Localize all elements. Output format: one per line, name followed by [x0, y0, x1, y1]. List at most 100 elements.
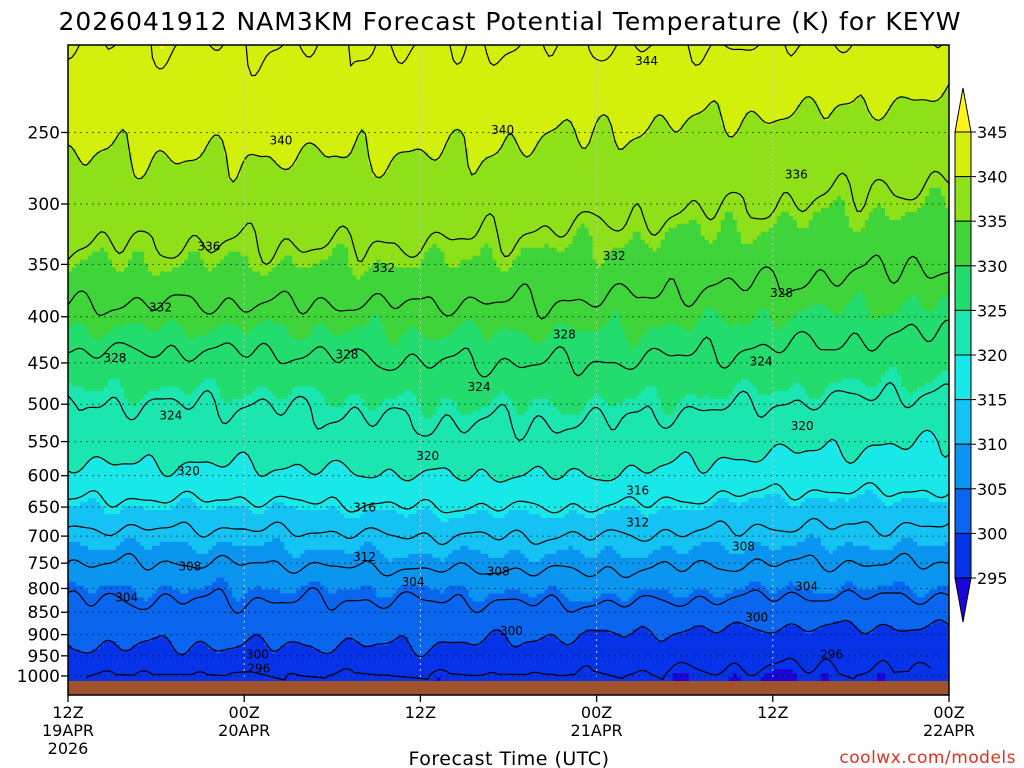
- fill-cell: [672, 506, 706, 511]
- fill-cell: [300, 152, 325, 157]
- fill-cell: [376, 474, 401, 479]
- fill-cell: [884, 370, 898, 376]
- fill-cell: [68, 148, 77, 153]
- fill-cell: [68, 490, 866, 495]
- fill-cell: [120, 645, 133, 650]
- fill-cell: [68, 673, 674, 678]
- fill-cell: [444, 144, 466, 149]
- fill-cell: [380, 319, 466, 324]
- fill-cell: [624, 335, 642, 340]
- fill-cell: [616, 593, 634, 599]
- fill-cell: [516, 144, 538, 149]
- fill-cell: [780, 327, 949, 332]
- fill-cell: [804, 390, 826, 396]
- contour-line-344: [68, 45, 943, 77]
- fill-cell: [844, 307, 870, 312]
- fill-cell: [184, 331, 209, 336]
- fill-cell: [68, 271, 153, 277]
- fill-cell: [148, 267, 173, 273]
- fill-cell: [68, 665, 949, 670]
- fill-cell: [68, 565, 949, 571]
- fill-cell: [320, 581, 750, 587]
- fill-cell: [220, 390, 253, 396]
- fill-cell: [796, 673, 822, 678]
- fill-cell: [80, 156, 93, 161]
- fill-cell: [68, 402, 133, 408]
- fill-cell: [504, 140, 518, 145]
- fill-cell: [132, 156, 153, 161]
- fill-cell: [592, 239, 630, 245]
- fill-cell: [212, 581, 229, 587]
- fill-cell: [156, 152, 165, 157]
- fill-cell: [208, 267, 213, 273]
- fill-cell: [224, 152, 301, 157]
- fill-cell: [296, 589, 329, 595]
- fill-cell: [572, 124, 598, 130]
- fill-cell: [868, 211, 886, 217]
- x-tick-label: 2026: [48, 739, 89, 758]
- fill-cell: [68, 561, 949, 567]
- fill-cell: [588, 140, 618, 145]
- fill-cell: [748, 458, 762, 463]
- fill-cell: [828, 204, 846, 209]
- fill-cell: [652, 120, 670, 126]
- fill-cell: [260, 585, 301, 591]
- fill-cell: [756, 112, 794, 118]
- fill-cell: [124, 128, 361, 134]
- fill-cell: [876, 625, 894, 630]
- fill-cell: [228, 164, 241, 169]
- fill-cell: [704, 108, 722, 114]
- fill-cell: [536, 140, 582, 145]
- fill-cell: [688, 549, 730, 555]
- contour-line-328: [68, 319, 949, 378]
- fill-cell: [408, 514, 438, 519]
- fill-cell: [444, 148, 470, 153]
- fill-cell: [68, 279, 949, 285]
- fill-cell: [864, 219, 949, 225]
- fill-cell: [216, 462, 229, 467]
- fill-cell: [684, 327, 694, 332]
- fill-cell: [708, 394, 730, 400]
- fill-cell: [528, 557, 542, 563]
- fill-cell: [68, 553, 293, 559]
- fill-cell: [68, 152, 77, 157]
- fill-cell: [628, 597, 949, 603]
- fill-cell: [68, 315, 373, 320]
- fill-cell: [700, 541, 722, 547]
- fill-cell: [904, 581, 949, 587]
- colorbar-label: 340: [977, 168, 1008, 187]
- fill-cell: [68, 283, 949, 289]
- fill-cell: [636, 466, 658, 471]
- colorbar-label: 305: [977, 480, 1008, 499]
- x-tick-label: 20APR: [218, 721, 270, 740]
- fill-cell: [280, 645, 313, 650]
- fill-cell: [932, 430, 949, 436]
- fill-cell: [160, 271, 261, 277]
- fill-cell: [576, 128, 594, 134]
- fill-cell: [172, 267, 209, 273]
- fill-cell: [228, 585, 257, 591]
- colorbar-swatch: [954, 309, 972, 356]
- fill-cell: [92, 335, 105, 340]
- fill-cell: [324, 398, 345, 404]
- fill-cell: [268, 506, 297, 511]
- fill-cell: [644, 239, 662, 245]
- fill-cell: [728, 677, 742, 681]
- fill-cell: [248, 331, 289, 336]
- fill-cell: [376, 406, 421, 412]
- fill-cell: [628, 239, 646, 245]
- colorbar-label: 345: [977, 123, 1008, 142]
- fill-cell: [464, 514, 494, 519]
- fill-cell: [864, 223, 949, 229]
- fill-cell: [68, 605, 949, 611]
- fill-cell: [576, 637, 658, 642]
- fill-cell: [945, 541, 949, 547]
- fill-cell: [456, 402, 490, 408]
- contour-label: 300: [745, 610, 768, 624]
- fill-cell: [864, 490, 874, 495]
- fill-cell: [360, 275, 949, 281]
- fill-cell: [516, 255, 594, 261]
- fill-cell: [500, 144, 518, 149]
- fill-cell: [68, 184, 949, 189]
- fill-cell: [728, 323, 734, 328]
